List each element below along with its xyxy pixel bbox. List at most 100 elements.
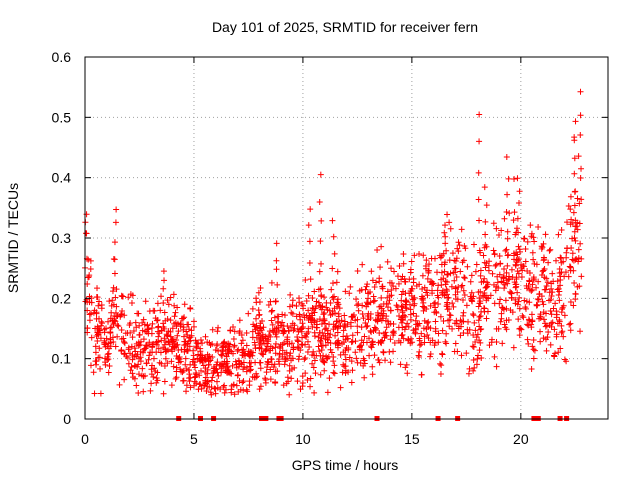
data-point — [348, 379, 355, 386]
data-point — [116, 381, 123, 388]
data-point — [305, 292, 312, 299]
data-point — [497, 296, 504, 303]
data-point — [442, 233, 449, 240]
data-point — [227, 341, 234, 348]
data-point — [99, 320, 106, 327]
data-point — [476, 111, 483, 118]
data-point — [499, 305, 506, 312]
data-point — [321, 310, 328, 317]
data-point — [179, 377, 186, 384]
data-point — [165, 301, 172, 308]
data-point — [162, 339, 169, 346]
data-point — [478, 354, 485, 361]
data-point — [524, 336, 531, 343]
data-point — [269, 345, 276, 352]
data-point — [108, 302, 115, 309]
data-point — [105, 340, 112, 347]
data-point — [537, 338, 544, 345]
data-point — [341, 363, 348, 370]
data-point — [500, 266, 507, 273]
data-point — [255, 307, 262, 314]
data-point — [570, 209, 577, 216]
data-point — [452, 269, 459, 276]
data-point — [504, 252, 511, 259]
data-point — [528, 233, 535, 240]
data-point — [449, 250, 456, 257]
data-point — [481, 244, 488, 251]
data-point — [453, 320, 460, 327]
data-point — [329, 265, 336, 272]
data-point — [513, 283, 520, 290]
data-point — [272, 350, 279, 357]
data-point — [556, 265, 563, 272]
data-point — [267, 298, 274, 305]
data-point — [136, 355, 143, 362]
data-point — [452, 295, 459, 302]
data-point — [409, 296, 416, 303]
data-point — [430, 280, 437, 287]
data-point — [279, 347, 286, 354]
data-point — [324, 336, 331, 343]
data-point — [253, 295, 260, 302]
data-point — [566, 321, 573, 328]
data-point — [200, 382, 207, 389]
data-point — [525, 282, 532, 289]
data-point — [105, 318, 112, 325]
data-point — [542, 320, 549, 327]
data-point — [279, 311, 286, 318]
data-point — [426, 261, 433, 268]
data-point — [329, 217, 336, 224]
data-point — [256, 311, 263, 318]
data-point — [495, 285, 502, 292]
data-point — [182, 341, 189, 348]
data-point — [558, 259, 565, 266]
data-point — [470, 367, 477, 374]
data-point — [471, 364, 478, 371]
data-point — [148, 366, 155, 373]
data-point — [164, 297, 171, 304]
data-point — [407, 301, 414, 308]
data-point — [476, 323, 483, 330]
data-point — [504, 228, 511, 235]
data-point — [421, 333, 428, 340]
data-point — [324, 389, 331, 396]
data-point — [363, 299, 370, 306]
data-point — [294, 337, 301, 344]
data-point — [157, 307, 164, 314]
data-point — [439, 327, 446, 334]
data-point — [299, 320, 306, 327]
data-point — [150, 355, 157, 362]
data-point — [197, 337, 204, 344]
data-point — [461, 242, 468, 249]
data-point — [465, 370, 472, 377]
data-point — [527, 222, 534, 229]
data-point — [264, 358, 271, 365]
data-point — [139, 319, 146, 326]
data-point — [418, 330, 425, 337]
data-point — [304, 349, 311, 356]
data-point — [418, 295, 425, 302]
data-point — [481, 184, 488, 191]
data-point — [136, 342, 143, 349]
data-point — [384, 318, 391, 325]
data-point — [128, 343, 135, 350]
data-point — [367, 327, 374, 334]
data-point — [449, 325, 456, 332]
data-point — [375, 339, 382, 346]
data-point — [387, 307, 394, 314]
data-point — [435, 339, 442, 346]
data-point — [472, 327, 479, 334]
data-point — [553, 257, 560, 264]
data-point — [238, 332, 245, 339]
data-point — [515, 298, 522, 305]
data-point — [451, 277, 458, 284]
data-point — [386, 297, 393, 304]
data-point — [516, 188, 523, 195]
data-point — [92, 343, 99, 350]
data-point — [555, 285, 562, 292]
data-point — [387, 336, 394, 343]
data-point — [356, 343, 363, 350]
data-point — [215, 324, 222, 331]
data-point — [476, 295, 483, 302]
data-point — [372, 325, 379, 332]
